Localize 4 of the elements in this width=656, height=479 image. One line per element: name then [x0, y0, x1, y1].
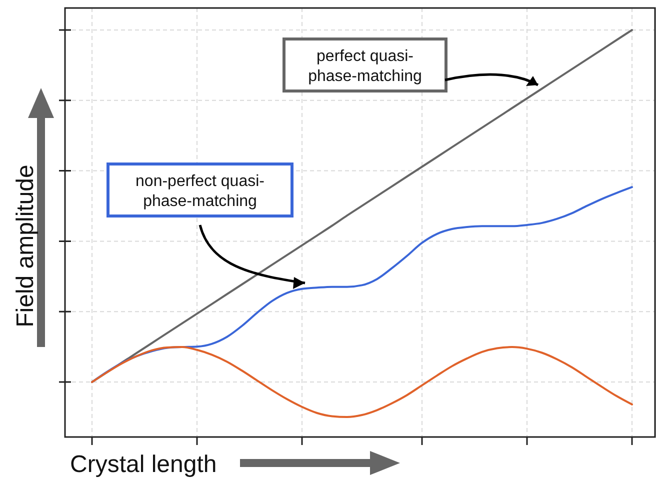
annotation: perfect quasi- phase-matching [308, 48, 422, 85]
y-axis-title: Field amplitude [12, 164, 39, 328]
x-axis-title: Crystal length [70, 451, 217, 478]
annotation: non-perfect quasi- phase-matching [136, 173, 264, 210]
